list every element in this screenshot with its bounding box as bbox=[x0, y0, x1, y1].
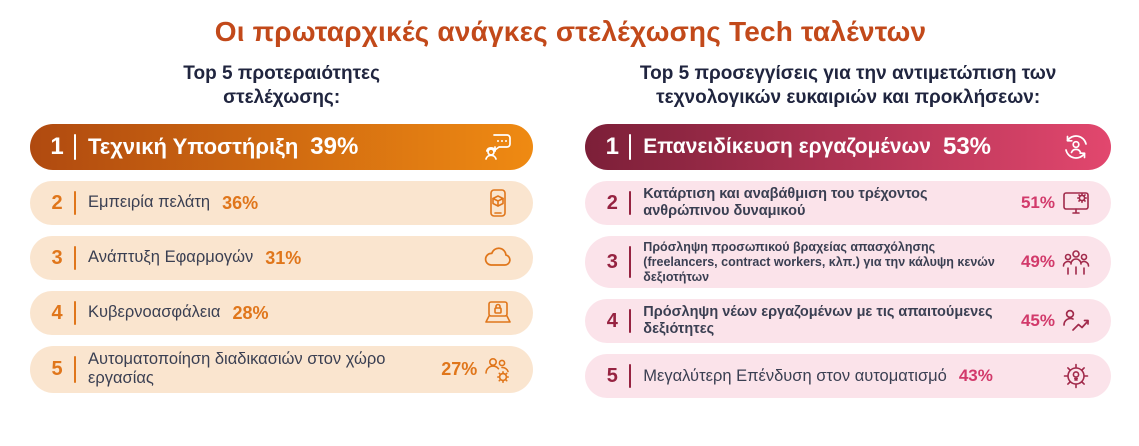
item-percent: 27% bbox=[441, 358, 478, 379]
rank-divider bbox=[74, 134, 76, 160]
rank-divider bbox=[74, 301, 76, 325]
item-percent: 53% bbox=[942, 133, 992, 160]
item-label: Κυβερνοασφάλεια bbox=[88, 303, 221, 322]
item-percent: 31% bbox=[265, 247, 302, 268]
list-item-cybersecurity: 4 Κυβερνοασφάλεια 28% bbox=[30, 291, 534, 335]
item-label: Αυτοματοποίηση διαδικασιών στον χώρο εργ… bbox=[88, 350, 386, 388]
rank-number: 5 bbox=[606, 364, 618, 387]
headset-chat-icon bbox=[477, 131, 519, 163]
phone-box-icon bbox=[477, 187, 519, 219]
list-item-app-development: 3 Ανάπτυξη Εφαρμογών 31% bbox=[30, 236, 534, 280]
right-column-heading: Top 5 προσεγγίσεις για την αντιμετώπιση … bbox=[639, 63, 1057, 108]
list-item-reskilling: 1 Επανειδίκευση εργαζομένων 53% bbox=[585, 124, 1111, 170]
rank-divider bbox=[629, 364, 632, 389]
rank-divider bbox=[629, 246, 632, 279]
item-label: Επανειδίκευση εργαζομένων bbox=[643, 134, 931, 158]
people-group-icon bbox=[1055, 246, 1097, 278]
item-label: Μεγαλύτερη Επένδυση στον αυτοματισμό bbox=[643, 366, 947, 385]
rank-number: 1 bbox=[605, 133, 619, 160]
monitor-gear-icon bbox=[1055, 187, 1097, 219]
item-label: Κατάρτιση και αναβάθμιση του τρέχοντος α… bbox=[643, 185, 928, 219]
item-label: Πρόσληψη προσωπικού βραχείας απασχόλησης… bbox=[643, 240, 995, 284]
item-label: Εμπειρία πελάτη bbox=[88, 193, 211, 212]
item-percent: 39% bbox=[310, 133, 359, 160]
item-percent: 49% bbox=[1020, 252, 1055, 272]
person-refresh-icon bbox=[1055, 131, 1097, 163]
rank-number: 3 bbox=[51, 246, 63, 269]
list-item-automation-investment: 5 Μεγαλύτερη Επένδυση στον αυτοματισμό 4… bbox=[585, 354, 1111, 399]
list-item-technical-support: 1 Τεχνική Υποστήριξη 39% bbox=[30, 124, 534, 170]
column-approaches: Top 5 προσεγγίσεις για την αντιμετώπιση … bbox=[585, 62, 1111, 399]
item-percent: 36% bbox=[222, 192, 259, 213]
list-item-customer-experience: 2 Εμπειρία πελάτη 36% bbox=[30, 181, 534, 225]
item-label: Ανάπτυξη Εφαρμογών bbox=[88, 248, 254, 267]
rank-number: 4 bbox=[51, 301, 63, 324]
left-column-heading: Top 5 προτεραιότητες στελέχωσης: bbox=[183, 63, 380, 108]
item-label: Τεχνική Υποστήριξη bbox=[88, 134, 299, 160]
rank-divider bbox=[74, 191, 76, 215]
page-title: Οι πρωταρχικές ανάγκες στελέχωσης Tech τ… bbox=[214, 16, 927, 47]
item-percent: 45% bbox=[1020, 311, 1055, 331]
list-item-hiring-skilled-employees: 4 Πρόσληψη νέων εργαζομένων με τις απαιτ… bbox=[585, 299, 1111, 344]
rank-number: 5 bbox=[51, 357, 63, 380]
list-item-short-term-hiring: 3 Πρόσληψη προσωπικού βραχείας απασχόλησ… bbox=[585, 236, 1111, 289]
columns-container: Top 5 προτεραιότητες στελέχωσης: 1 Τεχνι… bbox=[30, 62, 1111, 399]
item-label: Πρόσληψη νέων εργαζομένων με τις απαιτού… bbox=[643, 304, 993, 338]
rank-number: 2 bbox=[51, 191, 63, 214]
infographic-page: Οι πρωταρχικές ανάγκες στελέχωσης Tech τ… bbox=[30, 16, 1111, 399]
list-item-upskilling-workforce: 2 Κατάρτιση και αναβάθμιση του τρέχοντος… bbox=[585, 181, 1111, 225]
gear-bulb-icon bbox=[1055, 360, 1097, 392]
people-gear-icon bbox=[477, 353, 519, 385]
cloud-icon bbox=[477, 242, 519, 274]
laptop-lock-icon bbox=[477, 297, 519, 329]
rank-number: 1 bbox=[50, 133, 64, 160]
left-ranked-list: 1 Τεχνική Υποστήριξη 39% bbox=[30, 124, 534, 393]
rank-divider bbox=[74, 246, 76, 270]
list-item-workplace-automation: 5 Αυτοματοποίηση διαδικασιών στον χώρο ε… bbox=[30, 346, 534, 393]
item-percent: 43% bbox=[958, 366, 993, 386]
rank-number: 4 bbox=[606, 309, 618, 332]
rank-divider bbox=[629, 134, 632, 160]
rank-number: 3 bbox=[606, 250, 618, 273]
rank-divider bbox=[74, 356, 76, 383]
person-growth-arrow-icon bbox=[1055, 305, 1097, 337]
rank-number: 2 bbox=[606, 191, 618, 214]
item-percent: 28% bbox=[232, 302, 269, 323]
rank-divider bbox=[629, 191, 632, 215]
column-staffing-priorities: Top 5 προτεραιότητες στελέχωσης: 1 Τεχνι… bbox=[30, 62, 534, 393]
rank-divider bbox=[629, 309, 632, 334]
right-ranked-list: 1 Επανειδίκευση εργαζομένων 53% bbox=[585, 124, 1111, 399]
item-percent: 51% bbox=[1020, 193, 1055, 212]
